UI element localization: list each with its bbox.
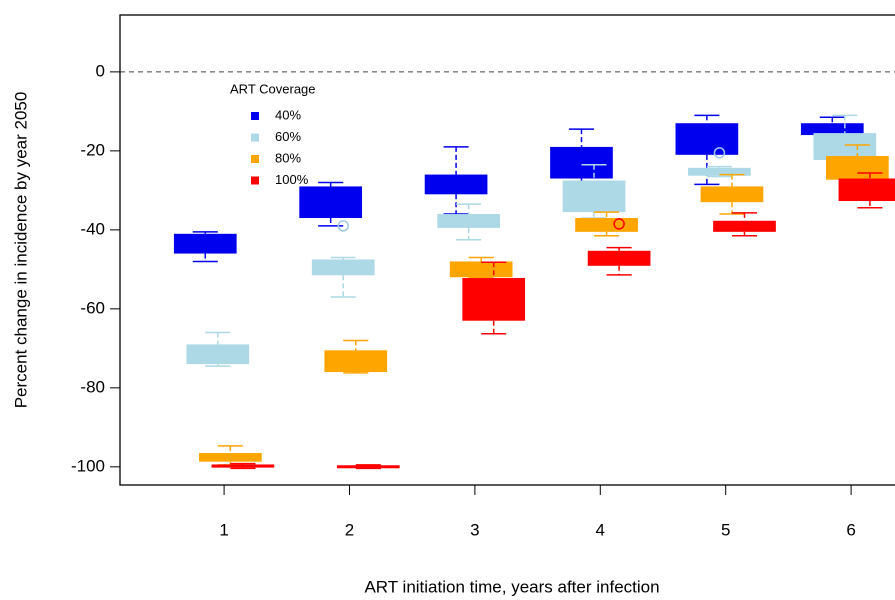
x-axis-title: ART initiation time, years after infecti… (364, 577, 659, 596)
box (700, 186, 764, 203)
box (550, 146, 613, 179)
legend-swatch (251, 133, 259, 142)
y-tick-label: 0 (96, 61, 105, 80)
box (713, 220, 776, 232)
outlier (613, 218, 625, 230)
legend-label: 100% (275, 172, 309, 187)
y-axis-title: Percent change in incidence by year 2050 (11, 92, 30, 409)
box (324, 350, 388, 373)
y-tick-label: -20 (80, 140, 105, 159)
legend-label: 40% (275, 107, 301, 122)
box (826, 156, 889, 180)
box (675, 123, 739, 155)
x-tick-label: 2 (345, 520, 354, 539)
box (437, 214, 500, 228)
x-tick-label: 6 (846, 520, 855, 539)
box (424, 174, 488, 195)
legend-title: ART Coverage (230, 81, 316, 96)
outlier (337, 220, 349, 232)
box (199, 453, 262, 462)
box (838, 178, 895, 202)
box (336, 465, 400, 469)
box (587, 250, 651, 266)
box (462, 278, 526, 321)
legend-swatch (251, 155, 259, 163)
box (311, 259, 375, 276)
x-tick-label: 3 (470, 520, 479, 539)
box (173, 233, 237, 254)
x-tick-label: 5 (721, 520, 730, 539)
legend-swatch (251, 112, 259, 120)
box (449, 261, 513, 278)
box (299, 186, 363, 219)
x-tick-label: 4 (596, 520, 605, 539)
legend-label: 80% (275, 150, 301, 165)
plot-frame (119, 14, 895, 486)
legend-label: 60% (275, 129, 301, 144)
outlier (713, 147, 726, 159)
legend-swatch (251, 176, 259, 185)
y-tick-label: -40 (80, 219, 105, 238)
y-tick-label: -100 (71, 456, 105, 475)
x-tick-label: 1 (219, 520, 228, 539)
box (186, 344, 250, 365)
y-tick-label: -80 (80, 377, 105, 396)
box (813, 133, 877, 160)
box (562, 180, 626, 213)
box (688, 167, 751, 176)
box (575, 218, 638, 232)
y-tick-label: -60 (80, 298, 105, 317)
box (211, 464, 275, 468)
box (800, 123, 864, 136)
